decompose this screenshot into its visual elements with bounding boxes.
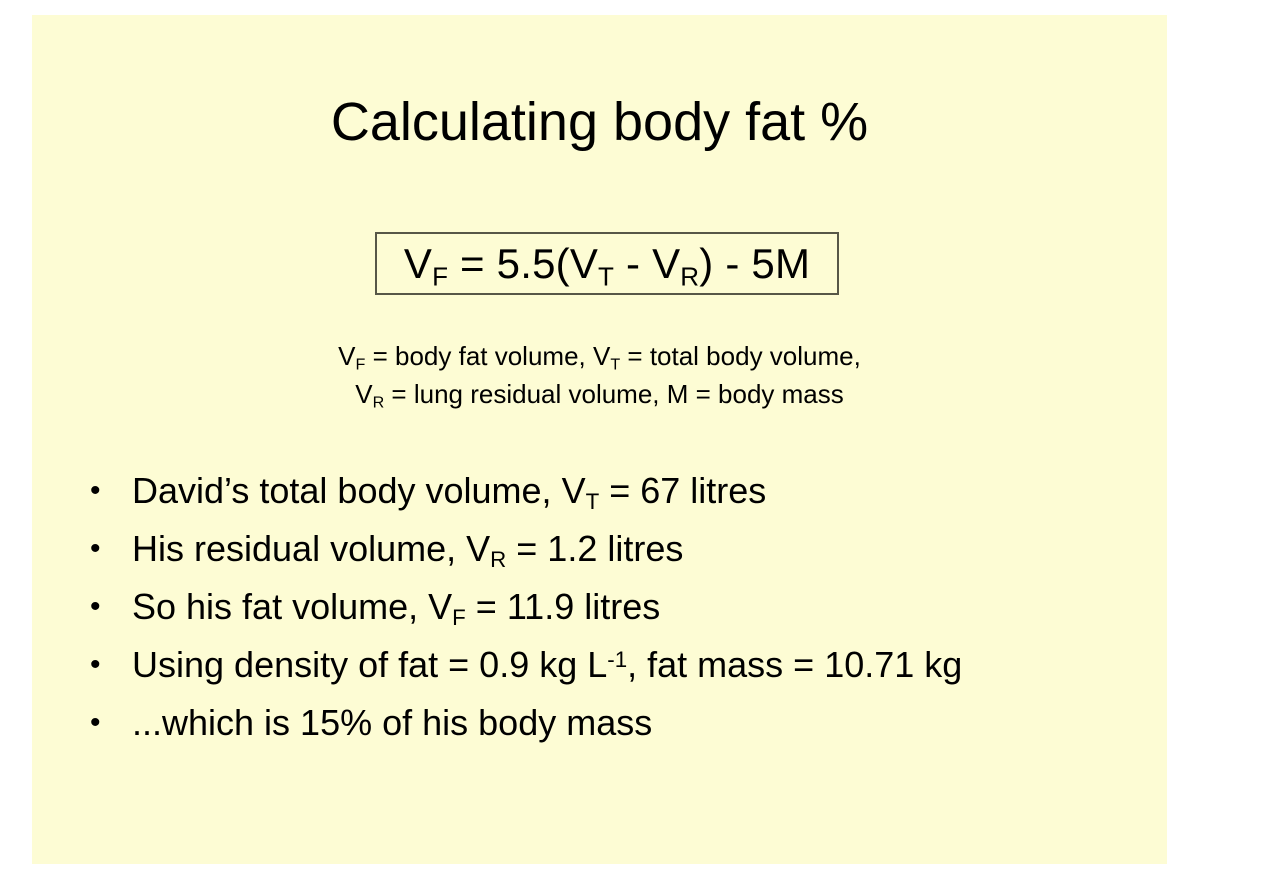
bullet-point-icon: • [90,474,101,507]
item-1-pre: His residual volume, [132,528,467,569]
list-item: • So his fat volume, VF = 11.9 litres [84,578,1154,636]
item-2-sub: F [452,605,466,631]
legend-vr-text: = lung residual volume, M = body mass [384,379,844,409]
bullet-point-icon: • [90,590,101,623]
item-3-pre: Using density of fat = 0.9 kg L [132,644,608,685]
formula-minus: - [614,239,653,287]
bullet-list: • David’s total body volume, VT = 67 lit… [84,462,1154,752]
legend-vr-sub: R [372,393,385,412]
legend-vr-var: V [355,379,373,409]
list-item-text: Using density of fat = 0.9 kg L-1, fat m… [132,643,962,687]
list-item-text: ...which is 15% of his body mass [132,701,652,745]
slide-canvas: Calculating body fat % VF = 5.5(VT - VR)… [32,15,1167,864]
item-0-post: = 67 litres [599,470,767,511]
item-1-var: V [466,528,491,569]
list-item: • David’s total body volume, VT = 67 lit… [84,462,1154,520]
list-item-text: His residual volume, VR = 1.2 litres [132,527,683,571]
item-1-sub: R [490,547,507,573]
formula-vf-var: V [403,239,433,287]
item-2-var: V [428,586,453,627]
legend-vf-text: = body fat volume, [365,341,593,371]
formula-vt-sub: T [598,260,615,291]
legend-line-1: VF = body fat volume, VT = total body vo… [32,337,1167,375]
bullet-point-icon: • [90,706,101,739]
bullet-point-icon: • [90,648,101,681]
item-3-sup: -1 [607,646,628,672]
legend-vt-text: = total body volume, [620,341,861,371]
item-0-pre: David’s total body volume, [132,470,562,511]
item-2-post: = 11.9 litres [465,586,661,627]
item-1-post: = 1.2 litres [506,528,684,569]
formula-text: VF = 5.5(VT - VR) - 5M [403,239,811,289]
legend-vt-var: V [593,341,611,371]
formula-vr-sub: R [680,260,700,291]
item-4-pre: ...which is 15% of his body mass [132,702,653,743]
legend-vf-var: V [338,341,356,371]
list-item: • Using density of fat = 0.9 kg L-1, fat… [84,636,1154,694]
legend-line-2: VR = lung residual volume, M = body mass [32,375,1167,413]
item-0-var: V [561,470,586,511]
formula-box: VF = 5.5(VT - VR) - 5M [375,232,839,295]
formula-tail: ) - 5M [699,239,811,287]
bullet-point-icon: • [90,532,101,565]
list-item-text: So his fat volume, VF = 11.9 litres [132,585,660,629]
formula-vf-sub: F [432,260,449,291]
formula-vr-var: V [652,239,681,287]
item-3-post: , fat mass = 10.71 kg [627,644,963,685]
formula-legend: VF = body fat volume, VT = total body vo… [32,337,1167,413]
formula-vt-var: V [569,239,599,287]
list-item: • ...which is 15% of his body mass [84,694,1154,752]
legend-vf-sub: F [355,355,366,374]
item-2-pre: So his fat volume, [132,586,429,627]
item-0-sub: T [585,489,600,515]
formula-equals: = 5.5( [448,239,570,287]
page-title: Calculating body fat % [330,92,869,152]
legend-vt-sub: T [610,355,621,374]
list-item-text: David’s total body volume, VT = 67 litre… [132,469,766,513]
list-item: • His residual volume, VR = 1.2 litres [84,520,1154,578]
